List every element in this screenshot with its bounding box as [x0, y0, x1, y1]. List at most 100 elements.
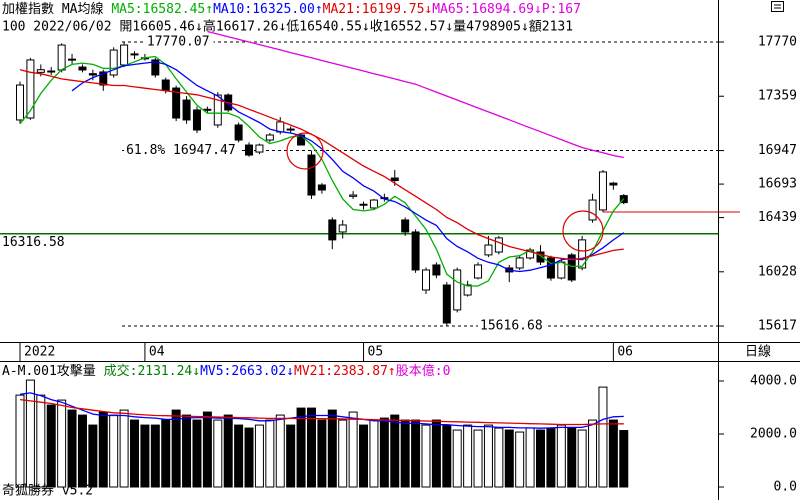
candle-body — [442, 284, 451, 324]
volume-bar — [556, 424, 566, 488]
x-tick-label: 04 — [149, 345, 165, 360]
legend-entry: MA21:16199.75↓ — [323, 2, 433, 17]
volume-bar — [213, 419, 223, 488]
candle-body — [317, 184, 326, 191]
volume-bar — [265, 419, 275, 488]
volume-bar — [473, 429, 483, 488]
candle-body — [338, 224, 347, 233]
candle-body — [286, 128, 295, 131]
candle-body — [161, 79, 170, 91]
y-tick-label: 16028 — [758, 264, 797, 279]
watermark: 奇狐勝券 v5.2 — [2, 483, 93, 499]
volume-bar — [463, 424, 473, 488]
legend-entry: MV21:2383.87↑ — [294, 364, 396, 379]
volume-bar — [348, 411, 358, 488]
volume-bar — [223, 414, 233, 488]
info-line: 100 2022/06/02 開16605.46↓高16617.26↓低1654… — [2, 19, 573, 35]
y-tick-label: 4000.0 — [750, 374, 797, 389]
volume-bar — [234, 424, 244, 488]
volume-bar — [202, 411, 212, 488]
candle-body — [598, 171, 607, 211]
volume-bar — [483, 424, 493, 488]
highlight-circle — [286, 132, 324, 170]
legend-entry: 成交:2131.24↓ — [104, 363, 200, 379]
volume-bar — [150, 424, 160, 488]
ma-line — [19, 392, 624, 429]
volume-bar — [57, 399, 67, 488]
volume-bar — [317, 419, 327, 488]
volume-bar — [369, 419, 379, 488]
candle-body — [588, 199, 597, 221]
volume-bar — [119, 409, 129, 488]
volume-bar — [46, 404, 56, 488]
volume-bar — [338, 419, 348, 488]
candle-body — [203, 108, 212, 111]
volume-bar — [390, 414, 400, 488]
y-tick-label: 17770 — [758, 35, 797, 50]
candle-body — [88, 73, 97, 76]
volume-bar — [598, 386, 608, 488]
volume-bar — [182, 414, 192, 488]
volume-bar — [379, 417, 389, 488]
legend-entry: MV5:2663.02↓ — [200, 364, 294, 379]
volume-bar — [296, 407, 306, 488]
candle-body — [68, 58, 77, 61]
y-tick-label: 16693 — [758, 177, 797, 192]
candle-body — [109, 49, 118, 76]
label-bg — [124, 143, 240, 158]
candle-body — [484, 244, 493, 256]
volume-bar — [254, 424, 264, 488]
candle-body — [474, 264, 483, 279]
legend-entry: 股本億:0 — [396, 363, 451, 379]
level-label: 16316.58 — [2, 235, 65, 250]
x-tick-label: 2022 — [24, 345, 55, 360]
volume-bar — [244, 427, 254, 488]
volume-bar — [275, 414, 285, 488]
candle-body — [16, 84, 24, 121]
volume-bar — [567, 427, 577, 488]
window-icon[interactable] — [771, 1, 784, 12]
volume-bar — [88, 424, 98, 488]
volume-bar — [525, 427, 535, 488]
legend-entry: MA5:16582.45↑ — [111, 2, 213, 17]
volume-bar — [192, 419, 202, 488]
y-tick-label: 17359 — [758, 89, 797, 104]
volume-title: A-M.001攻擊量 — [2, 363, 96, 379]
volume-bar — [536, 429, 545, 488]
subtitle: MA均線 — [62, 1, 104, 17]
volume-bar — [359, 424, 369, 488]
price-panel: 17770 17359 16947 16693 16439 16028 15617 2022 0… — [0, 30, 797, 361]
candle-body — [255, 144, 264, 153]
ma-line — [71, 61, 625, 273]
candle-body — [546, 257, 555, 279]
title: 加權指數 — [2, 2, 54, 17]
candle-body — [369, 199, 378, 209]
level-label: 15616.68 — [480, 319, 543, 334]
volume-bar — [67, 409, 77, 488]
candle-body — [494, 237, 503, 253]
candle-body — [328, 219, 337, 241]
header-line: 加權指數 MA均線 MA5:16582.45↑MA10:16325.00↑MA2… — [2, 1, 581, 17]
candle-body — [172, 87, 181, 119]
volume-bar — [98, 411, 108, 488]
candle-body — [78, 66, 87, 71]
label-bg — [144, 34, 214, 49]
x-tick-label: 06 — [617, 345, 633, 360]
ma-line — [207, 30, 624, 159]
volume-bar — [515, 431, 525, 488]
volume-bar — [109, 414, 119, 488]
candle-body — [120, 44, 129, 66]
volume-bar — [400, 419, 410, 488]
y-tick-label: 0.0 — [774, 480, 797, 495]
volume-panel: 4000.0 2000.0 0.0 — [15, 374, 797, 495]
volume-bar — [306, 407, 316, 488]
candle-body — [432, 264, 441, 276]
volume-bar — [421, 424, 431, 488]
candle-body — [536, 251, 545, 263]
volume-bar — [286, 424, 296, 488]
candle-body — [390, 177, 399, 182]
volume-bar — [15, 394, 25, 488]
candle-body — [245, 144, 254, 156]
volume-header: A-M.001攻擊量 成交:2131.24↓MV5:2663.02↓MV21:2… — [2, 363, 450, 379]
